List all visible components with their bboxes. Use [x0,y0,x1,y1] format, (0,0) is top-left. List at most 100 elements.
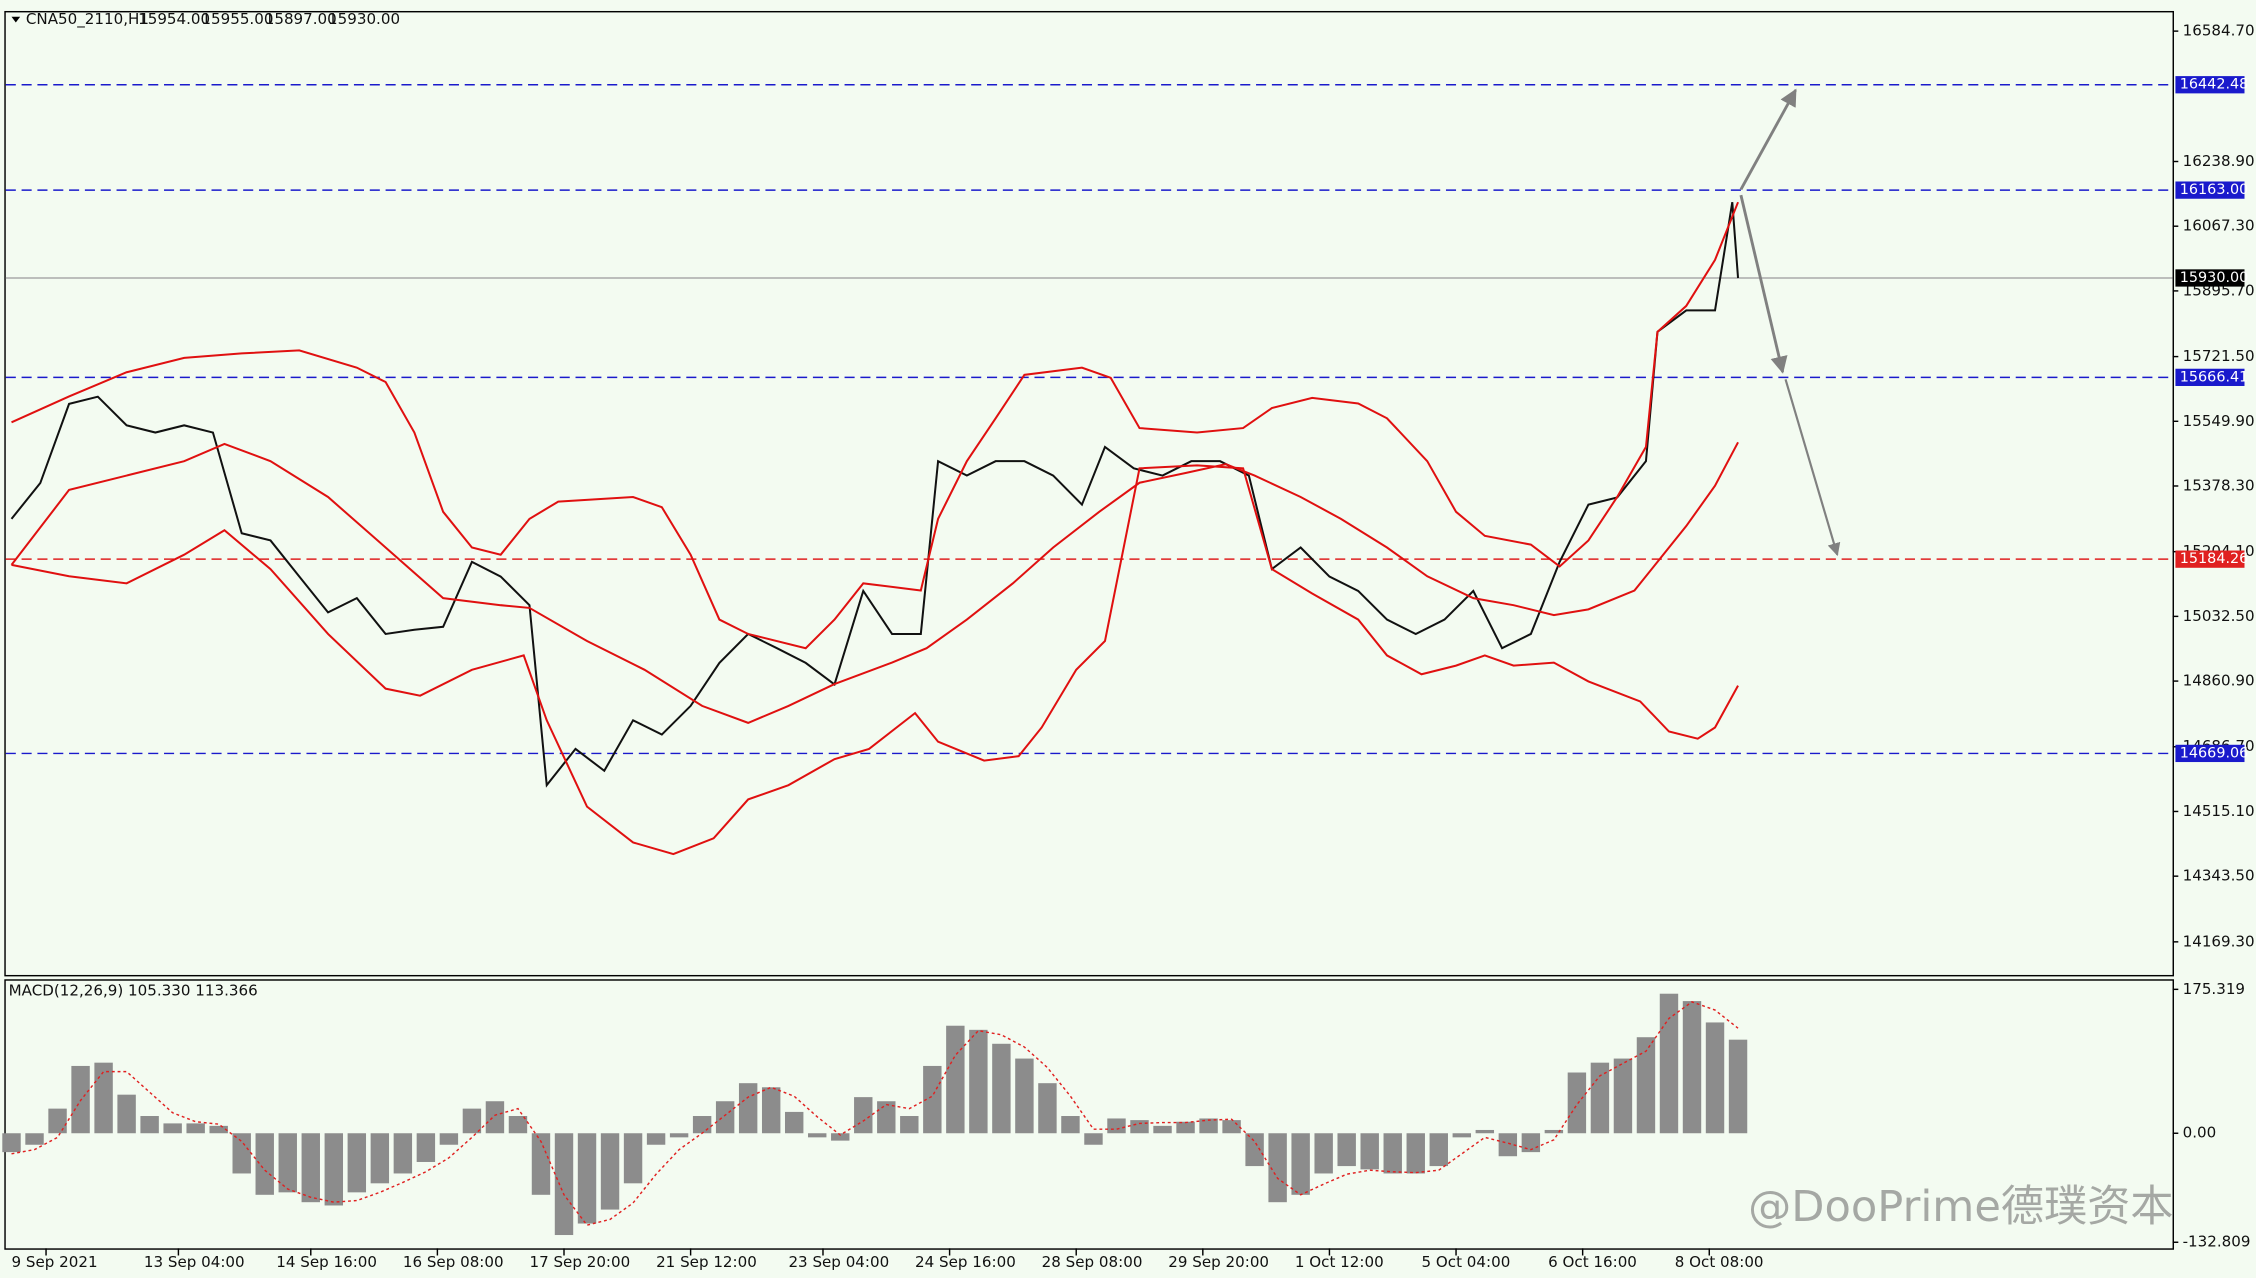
macd-bar [669,1133,689,1138]
macd-bar [301,1133,320,1203]
macd-bar [1590,1062,1610,1134]
y-tick-label: 14515.10 [2183,802,2255,820]
macd-bar [347,1133,367,1193]
level-label: 16163.00 [2180,182,2249,198]
macd-bar [2,1133,21,1153]
macd-bar [1153,1125,1172,1134]
x-tick-label: 14 Sep 16:00 [276,1253,377,1271]
ohlc-value: 15897.00 [265,10,337,28]
y-tick-label: 175.319 [2183,980,2245,998]
y-tick-label: 14343.50 [2183,867,2255,885]
macd-bar [1705,1022,1725,1134]
y-tick-label: 15721.50 [2183,347,2255,365]
x-tick-label: 1 Oct 12:00 [1295,1253,1384,1271]
symbol-title: CNA50_2110,H1 [26,10,149,29]
series-line [11,201,1739,650]
macd-bar [370,1133,390,1184]
macd-bar [209,1125,228,1134]
ohlc-value: 15930.00 [328,10,400,28]
macd-bar [1107,1118,1126,1134]
macd-pane-border [4,979,2174,1250]
level-label: 15930.00 [2180,270,2249,286]
series-line [11,464,1739,856]
price-pane: 16584.7016238.9016067.3015895.7015721.50… [5,22,2255,1271]
macd-bar [1084,1133,1103,1145]
macd-bar [1360,1133,1379,1170]
level-label-box [2175,181,2245,199]
level-label-box [2175,76,2245,94]
macd-bar [140,1116,159,1134]
macd-bar [646,1133,666,1145]
level-label-box [2175,550,2245,568]
menu-icon[interactable] [11,16,21,23]
macd-bar [439,1133,459,1145]
macd-bar [163,1123,182,1134]
macd-bar [923,1065,942,1134]
level-label-box [2175,269,2245,287]
macd-title: MACD(12,26,9) 105.330 113.366 [9,981,258,999]
macd-bar [808,1133,827,1138]
series-line [10,202,1740,788]
level-label: 15184.26 [2180,551,2249,567]
macd-bar [946,1025,965,1134]
macd-bar [877,1101,896,1134]
macd-bar [1521,1133,1541,1153]
level-label-box [2175,744,2245,763]
x-tick-label: 9 Sep 2021 [12,1253,98,1271]
arrow-up [1739,88,1797,191]
x-tick-label: 13 Sep 04:00 [144,1253,245,1271]
macd-bar [1383,1133,1402,1174]
macd-bar [1429,1133,1448,1167]
macd-bar [531,1133,551,1195]
x-tick-label: 24 Sep 16:00 [915,1253,1016,1271]
y-tick-label: 16067.30 [2183,217,2255,235]
macd-bar [854,1097,873,1134]
y-tick-label: 15378.30 [2183,476,2255,494]
x-tick-label: 21 Sep 12:00 [656,1253,757,1271]
macd-bar [784,1111,804,1134]
macd-bar [1337,1133,1356,1167]
macd-bar [508,1116,528,1134]
macd-bar [25,1133,44,1145]
macd-bar [462,1108,482,1134]
macd-bar [900,1116,919,1134]
macd-bar [1038,1083,1057,1134]
y-tick-label: 15549.90 [2183,412,2255,430]
macd-bar [1222,1120,1241,1134]
macd-bar [393,1133,413,1174]
main-pane-border [4,10,2174,977]
macd-bar [831,1133,850,1141]
macd-bar [94,1062,113,1134]
x-tick-label: 28 Sep 08:00 [1042,1253,1143,1271]
macd-bar [1199,1118,1218,1134]
ohlc-value: 15955.00 [201,10,273,28]
x-tick-label: 6 Oct 16:00 [1548,1253,1637,1271]
macd-bar [1659,993,1679,1134]
level-label-box [2175,368,2245,386]
macd-bar [554,1133,574,1236]
arrow-down [1739,194,1788,374]
macd-bar [1176,1121,1195,1134]
macd-bar [232,1133,251,1174]
macd-bar [992,1043,1011,1134]
macd-bar [1314,1133,1333,1174]
macd-bar [623,1133,643,1184]
macd-bar [485,1101,505,1134]
macd-bar [969,1029,988,1134]
macd-bar [761,1087,781,1134]
macd-bar [186,1123,205,1134]
macd-bar [1452,1133,1472,1138]
series-line [11,1001,1739,1226]
macd-bar [1245,1133,1264,1167]
x-tick-label: 8 Oct 08:00 [1675,1253,1764,1271]
macd-bar [1291,1133,1310,1195]
macd-bar [600,1133,620,1210]
macd-bar [1498,1133,1518,1157]
macd-bar [1728,1039,1748,1134]
watermark: @DooPrime德璞资本 [1748,1182,2173,1232]
level-label: 14669.06 [2180,745,2249,761]
macd-bar [1268,1133,1287,1203]
y-tick-label: -132.809 [2183,1233,2251,1251]
macd-bar [1682,1001,1702,1134]
